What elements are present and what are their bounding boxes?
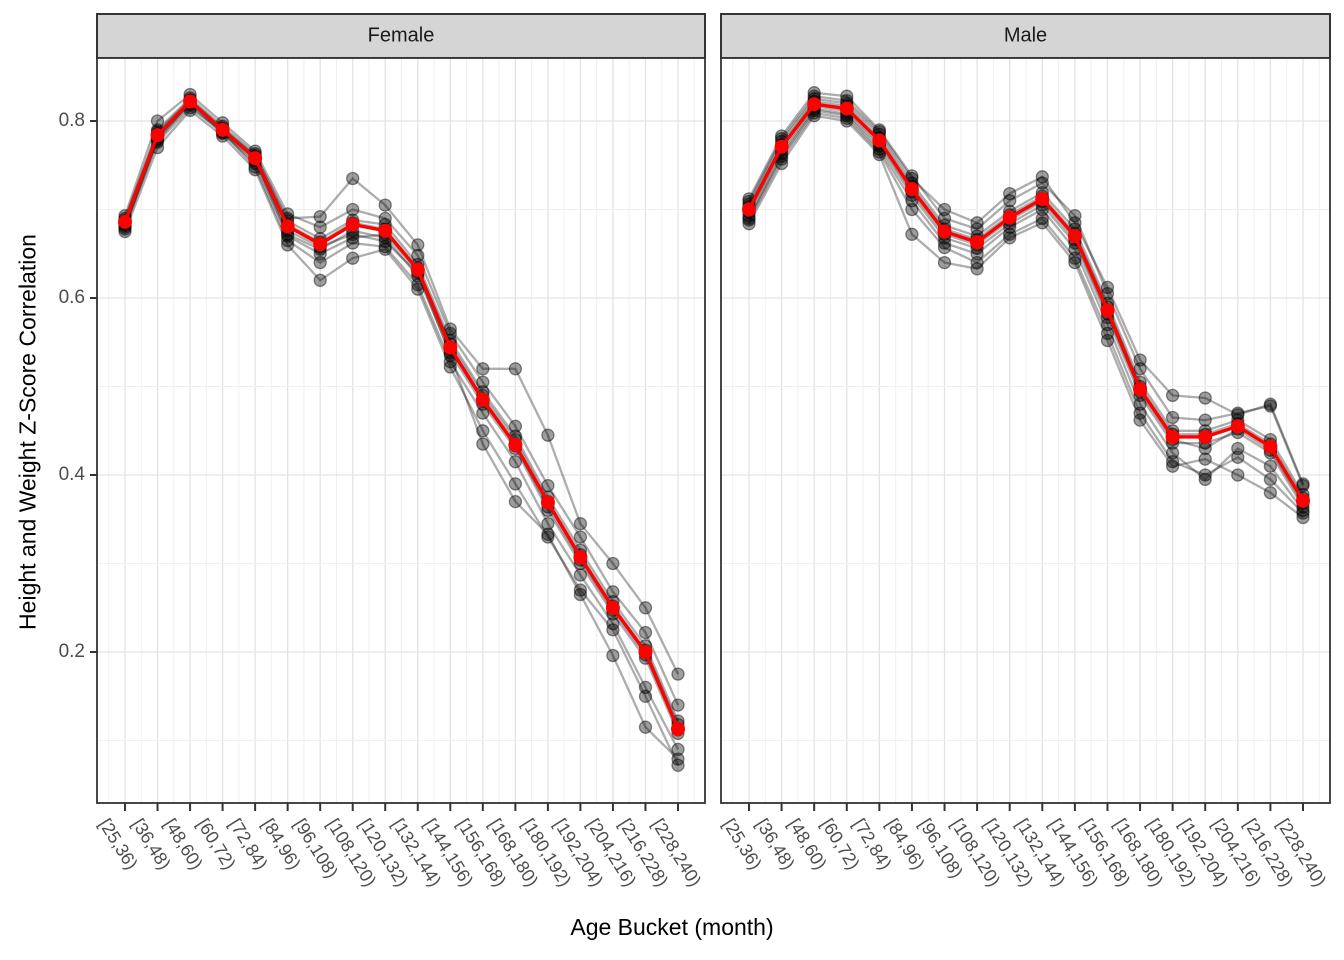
facet-strip-label-male: Male (1003, 24, 1048, 47)
x-axis-title: Age Bucket (month) (570, 914, 774, 940)
y-tick-label: 0.2 (58, 641, 85, 662)
y-tick-label: 0.6 (58, 287, 85, 308)
facet-strip-label-female: Female (367, 24, 435, 47)
y-tick-label: 0.8 (58, 110, 85, 131)
y-tick-label: 0.4 (58, 464, 85, 485)
